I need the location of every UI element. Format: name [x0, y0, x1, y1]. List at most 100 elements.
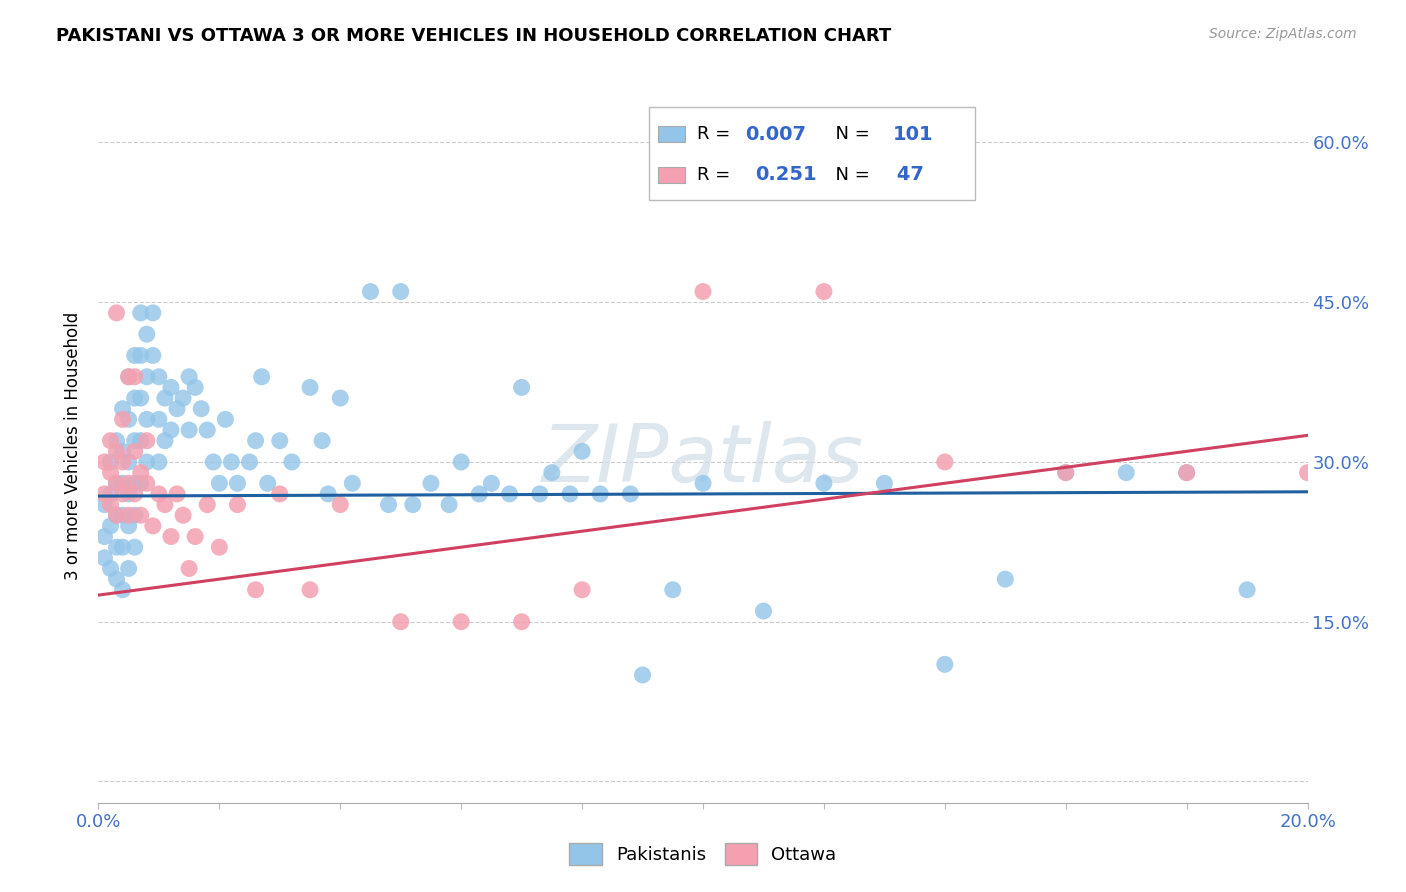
Point — [100, 519, 122, 533]
Point — [124, 349, 146, 363]
Point — [226, 476, 249, 491]
Point — [1175, 466, 1198, 480]
Point — [873, 476, 896, 491]
Point — [111, 476, 134, 491]
Point — [166, 487, 188, 501]
Point — [111, 582, 134, 597]
Y-axis label: 3 or more Vehicles in Household: 3 or more Vehicles in Household — [65, 312, 83, 580]
Point — [245, 434, 267, 448]
Point — [752, 604, 775, 618]
Point — [202, 455, 225, 469]
Point — [450, 615, 472, 629]
Point — [142, 349, 165, 363]
Point — [129, 306, 152, 320]
Point — [129, 434, 152, 448]
Point — [269, 487, 291, 501]
Point — [153, 498, 176, 512]
Point — [377, 498, 399, 512]
Point — [166, 401, 188, 416]
Point — [124, 476, 146, 491]
Point — [148, 455, 170, 469]
Point — [402, 498, 425, 512]
Point — [105, 508, 128, 523]
Point — [148, 487, 170, 501]
Point — [118, 369, 141, 384]
FancyBboxPatch shape — [648, 107, 976, 200]
Point — [329, 391, 352, 405]
Point — [342, 476, 364, 491]
Point — [105, 476, 128, 491]
Text: 0.007: 0.007 — [745, 125, 806, 144]
Point — [1115, 466, 1137, 480]
Point — [360, 285, 382, 299]
Point — [179, 561, 201, 575]
Point — [540, 466, 562, 480]
Point — [135, 369, 157, 384]
Point — [118, 412, 141, 426]
Point — [124, 487, 146, 501]
Point — [105, 306, 128, 320]
Point — [124, 444, 146, 458]
Point — [111, 401, 134, 416]
Point — [105, 476, 128, 491]
Point — [111, 540, 134, 554]
Point — [124, 540, 146, 554]
Point — [93, 550, 115, 565]
Point — [129, 349, 152, 363]
Point — [142, 519, 165, 533]
FancyBboxPatch shape — [658, 167, 685, 183]
Point — [105, 444, 128, 458]
Point — [93, 529, 115, 543]
Point — [100, 466, 122, 480]
Point — [105, 434, 128, 448]
Point — [129, 508, 152, 523]
Point — [813, 285, 835, 299]
Point — [571, 582, 593, 597]
Point — [510, 380, 533, 394]
Point — [105, 572, 128, 586]
Point — [135, 412, 157, 426]
Point — [100, 498, 122, 512]
Point — [316, 487, 339, 501]
Point — [239, 455, 262, 469]
Point — [226, 498, 249, 512]
Point — [661, 582, 683, 597]
Point — [1296, 466, 1319, 480]
Point — [111, 412, 134, 426]
Point — [124, 369, 146, 384]
Point — [1175, 466, 1198, 480]
Point — [221, 455, 243, 469]
Text: R =: R = — [697, 166, 742, 184]
Point — [468, 487, 491, 501]
Point — [329, 498, 352, 512]
Point — [184, 380, 207, 394]
Point — [498, 487, 520, 501]
Point — [118, 508, 141, 523]
Text: Source: ZipAtlas.com: Source: ZipAtlas.com — [1209, 27, 1357, 41]
Point — [934, 455, 956, 469]
Point — [437, 498, 460, 512]
Point — [172, 508, 194, 523]
Point — [100, 434, 122, 448]
Point — [245, 582, 267, 597]
Point — [250, 369, 273, 384]
Point — [100, 455, 122, 469]
Point — [135, 455, 157, 469]
Point — [111, 455, 134, 469]
Point — [118, 561, 141, 575]
Point — [529, 487, 551, 501]
Point — [135, 327, 157, 342]
Point — [124, 434, 146, 448]
Point — [111, 444, 134, 458]
Point — [311, 434, 333, 448]
Point — [160, 380, 183, 394]
Point — [813, 476, 835, 491]
Point — [208, 476, 231, 491]
Point — [148, 369, 170, 384]
Text: ZIPatlas: ZIPatlas — [541, 421, 865, 500]
Point — [118, 519, 141, 533]
Point — [1054, 466, 1077, 480]
Point — [93, 455, 115, 469]
Point — [111, 487, 134, 501]
Text: 47: 47 — [890, 165, 924, 185]
